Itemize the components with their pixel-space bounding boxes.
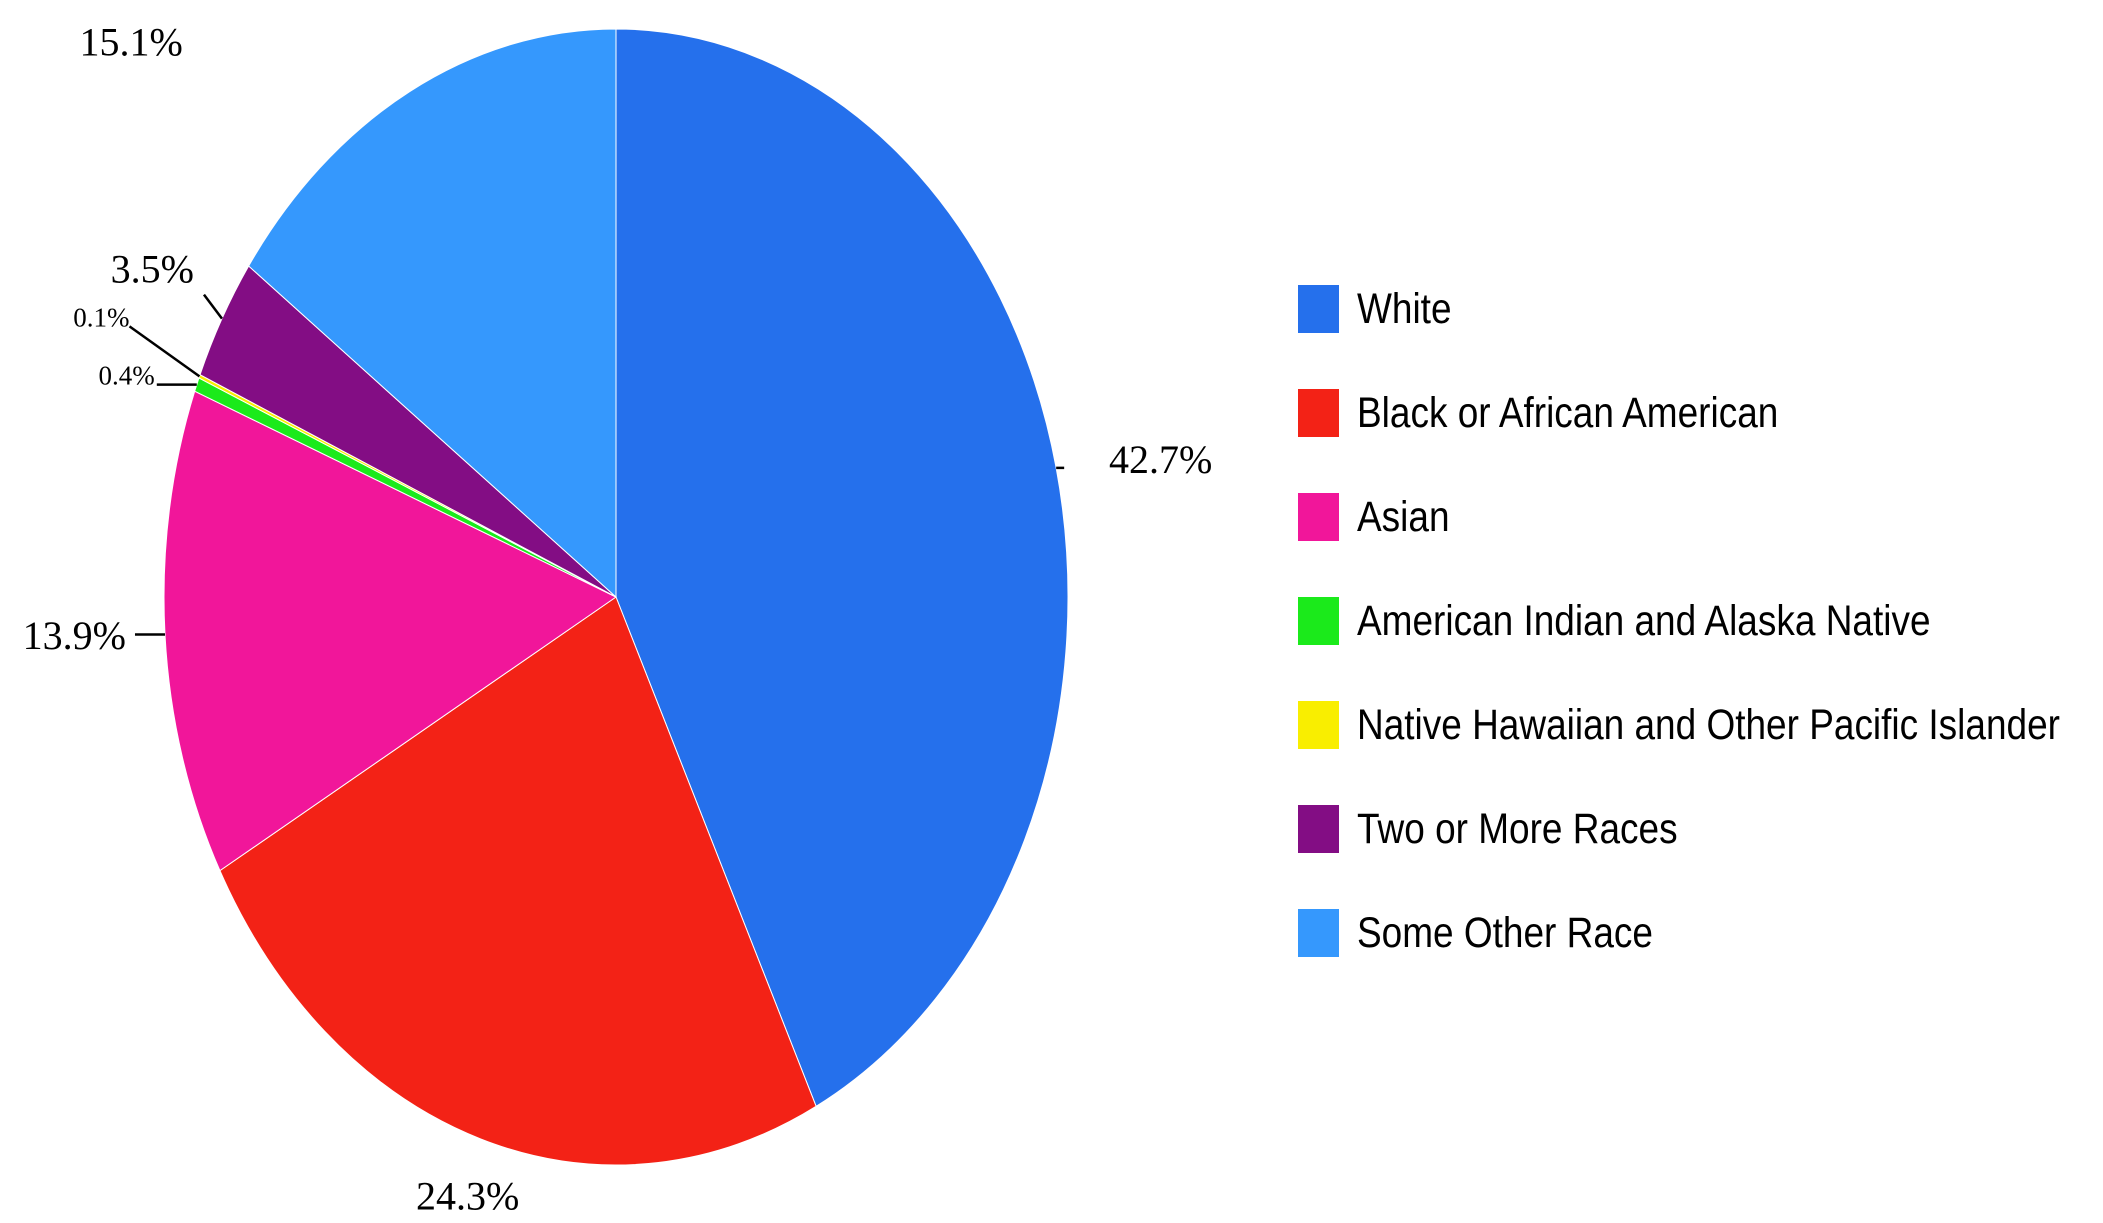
legend-label-asian: Asian [1357,492,1450,541]
data-label-black-or-african-american: 24.3% [416,1174,519,1219]
legend-swatch-some-other-race [1298,909,1339,957]
legend-label-black-or-african-american: Black or African American [1357,388,1779,437]
legend-label-american-indian-and-alaska-native: American Indian and Alaska Native [1357,596,1931,645]
legend-label-some-other-race: Some Other Race [1357,908,1653,957]
data-label-native-hawaiian-and-other-pacific-islander: 0.1% [73,302,129,332]
legend-item-american-indian-and-alaska-native[interactable]: American Indian and Alaska Native [1298,569,2088,673]
legend-label-white: White [1357,284,1452,333]
data-label-some-other-race: 15.1% [80,20,183,65]
data-label-white: 42.7% [1109,437,1212,482]
leader-line-two-or-more-races [202,293,223,320]
legend-swatch-native-hawaiian-and-other-pacific-islander [1298,701,1339,749]
legend-swatch-american-indian-and-alaska-native [1298,597,1339,645]
pie-slice-black-or-african-american[interactable] [219,596,817,1166]
legend-item-asian[interactable]: Asian [1298,465,2088,569]
pie-data-labels: 42.7% 24.3% 13.9% 0.4% 0.1% 3.5% 15.1% [23,20,1213,1219]
legend-item-native-hawaiian-and-other-pacific-islander[interactable]: Native Hawaiian and Other Pacific Island… [1298,673,2088,777]
legend-label-two-or-more-races: Two or More Races [1357,804,1678,853]
data-label-two-or-more-races: 3.5% [111,247,194,292]
legend-swatch-two-or-more-races [1298,805,1339,853]
pie-slice-some-other-race[interactable] [248,28,617,599]
leader-line-native-hawaiian-and-other-pacific-islander [128,325,201,378]
legend-label-native-hawaiian-and-other-pacific-islander: Native Hawaiian and Other Pacific Island… [1357,700,2060,749]
legend-swatch-black-or-african-american [1298,389,1339,437]
legend-item-two-or-more-races[interactable]: Two or More Races [1298,777,2088,881]
data-label-american-indian-and-alaska-native: 0.4% [99,361,155,391]
pie-slice-white[interactable] [615,28,1069,1108]
legend-swatch-white [1298,285,1339,333]
legend-item-some-other-race[interactable]: Some Other Race [1298,881,2088,985]
pie-slices [163,28,1069,1166]
legend-item-black-or-african-american[interactable]: Black or African American [1298,361,2088,465]
legend-swatch-asian [1298,493,1339,541]
legend-item-white[interactable]: White [1298,257,2088,361]
data-label-asian: 13.9% [23,613,126,658]
pie-slice-asian[interactable] [163,390,617,872]
chart-legend: White Black or African American Asian Am… [1298,257,2088,985]
